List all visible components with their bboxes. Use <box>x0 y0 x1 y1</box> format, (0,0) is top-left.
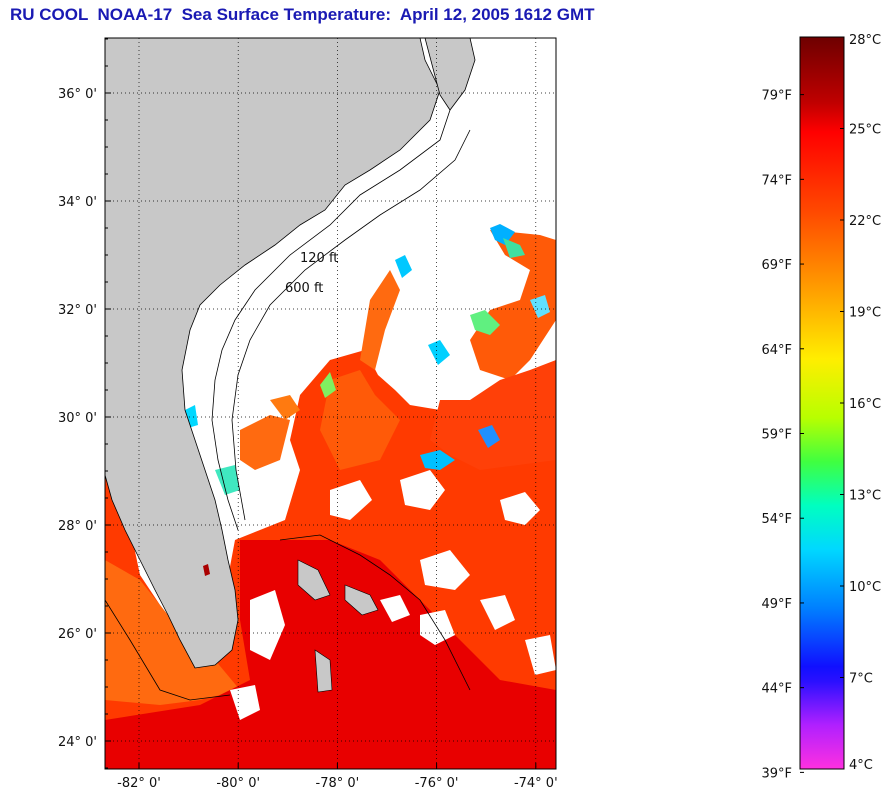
colorbar <box>799 36 845 770</box>
lat-tick-label: 34° 0' <box>58 195 97 210</box>
colorbar-fahrenheit-label: 49°F <box>761 597 792 612</box>
map-title: RU COOL NOAA-17 Sea Surface Temperature:… <box>10 5 595 24</box>
colorbar-fahrenheit-label: 74°F <box>761 173 792 188</box>
lat-tick-label: 28° 0' <box>58 519 97 534</box>
colorbar-fahrenheit-label: 64°F <box>761 343 792 358</box>
cool-sst-fringes <box>185 224 550 495</box>
colorbar-celsius-label: 22°C <box>849 214 881 229</box>
lon-tick-label: -76° 0' <box>415 776 459 791</box>
isobath-contours <box>105 109 471 701</box>
isobath-label-600: 600 ft <box>285 281 323 296</box>
lon-tick-label: -82° 0' <box>117 776 161 791</box>
lon-tick-label: -74° 0' <box>514 776 558 791</box>
colorbar-fahrenheit-label: 39°F <box>761 766 792 781</box>
colorbar-celsius-label: 10°C <box>849 580 881 595</box>
longitude-labels: -82° 0' -80° 0' -78° 0' -76° 0' -74° 0' <box>117 763 558 791</box>
colorbar-fahrenheit-label: 79°F <box>761 89 792 104</box>
map-frame <box>104 37 557 770</box>
colorbar-celsius-label: 4°C <box>849 758 873 773</box>
colorbar-fahrenheit-label: 44°F <box>761 682 792 697</box>
colorbar-celsius-labels: 28°C 25°C 22°C 19°C 16°C 13°C 10°C 7°C 4°C <box>840 33 881 773</box>
colorbar-celsius-label: 13°C <box>849 489 881 504</box>
lat-tick-label: 32° 0' <box>58 303 97 318</box>
colorbar-celsius-label: 16°C <box>849 397 881 412</box>
lat-tick-label: 30° 0' <box>58 411 97 426</box>
land-mass <box>105 38 476 693</box>
lat-tick-label: 26° 0' <box>58 627 97 642</box>
colorbar-fahrenheit-label: 59°F <box>761 428 792 443</box>
colorbar-fahrenheit-label: 69°F <box>761 258 792 273</box>
cloud-patches <box>135 350 556 720</box>
lat-tick-label: 36° 0' <box>58 87 97 102</box>
colorbar-fahrenheit-labels: 79°F 74°F 69°F 64°F 59°F 54°F 49°F 44°F 39°F <box>761 89 804 781</box>
lat-tick-label: 24° 0' <box>58 735 97 750</box>
latitude-labels: 36° 0' 34° 0' 32° 0' 30° 0' 28° 0' 26° 0' 24° … <box>58 38 111 769</box>
colorbar-fahrenheit-label: 54°F <box>761 512 792 527</box>
lon-tick-label: -78° 0' <box>316 776 360 791</box>
colorbar-celsius-label: 25°C <box>849 123 881 138</box>
colorbar-celsius-label: 19°C <box>849 306 881 321</box>
lon-tick-label: -80° 0' <box>216 776 260 791</box>
isobath-label-120: 120 ft <box>300 251 338 266</box>
colorbar-celsius-label: 28°C <box>849 33 881 48</box>
map-panel: 120 ft 600 ft <box>105 38 556 769</box>
colorbar-celsius-label: 7°C <box>849 672 873 687</box>
